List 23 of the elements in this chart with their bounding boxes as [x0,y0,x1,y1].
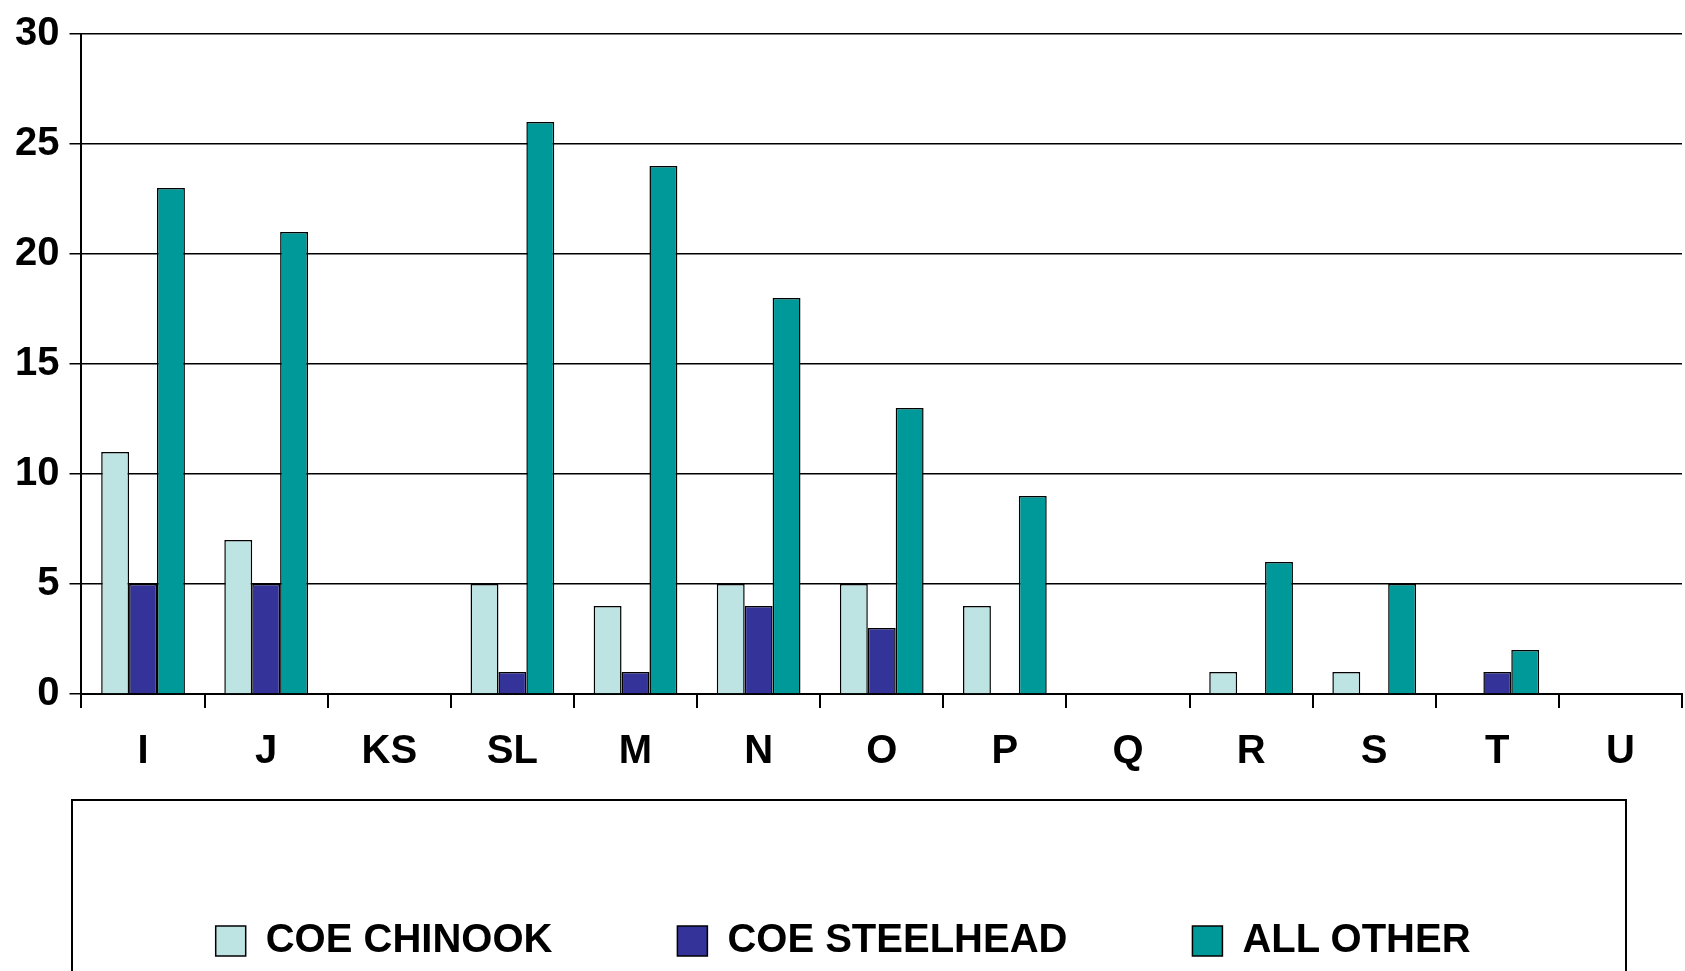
y-tick-label: 20 [14,229,60,274]
y-tick-label: 5 [37,559,60,604]
y-tick-label: 25 [14,119,60,164]
x-tick-label: KS [361,727,418,772]
x-tick-label: P [991,727,1019,772]
x-tick-label: I [137,727,149,772]
x-tick-label: M [618,727,653,772]
y-tick-label: 15 [14,339,60,384]
x-tick-label: O [866,727,898,772]
x-tick-label: J [255,727,278,772]
x-tick-label: U [1606,727,1635,772]
y-tick-label: 30 [14,9,60,54]
legend-label: ALL OTHER [1242,916,1471,961]
x-tick-label: T [1485,727,1510,772]
x-tick-label: N [744,727,774,772]
y-tick-label: 0 [37,669,60,714]
legend-label: COE CHINOOK [265,916,553,961]
legend-label: COE STEELHEAD [727,916,1068,961]
y-tick-label: 10 [14,449,60,494]
x-tick-label: SL [486,727,538,772]
x-tick-label: R [1236,727,1266,772]
x-tick-label: S [1360,727,1388,772]
x-tick-label: Q [1112,727,1144,772]
